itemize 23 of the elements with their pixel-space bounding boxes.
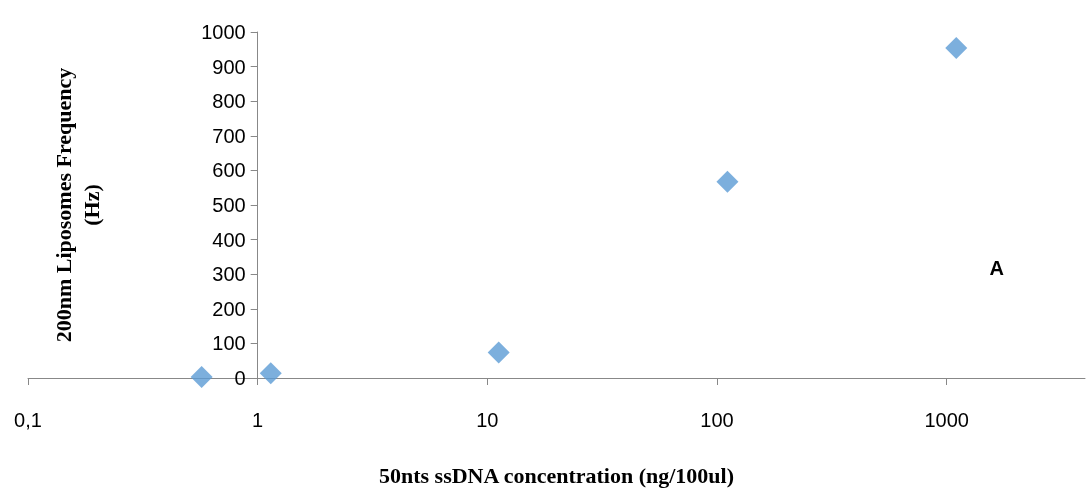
point — [487, 341, 510, 364]
y-axis-title: 200nm Liposomes Frequency (Hz) — [51, 67, 105, 343]
point — [259, 362, 282, 385]
x-tick-label: 10 — [476, 409, 499, 431]
point — [945, 36, 968, 59]
x-tick-label: 0,1 — [14, 409, 42, 431]
y-tick-label: 300 — [212, 263, 246, 286]
y-tick-label: 800 — [212, 90, 246, 113]
y-tick-label: 700 — [212, 124, 246, 147]
y-tick-label: 900 — [212, 55, 246, 78]
y-tick-label: 100 — [212, 332, 246, 355]
y-tick-label: 1000 — [201, 21, 246, 43]
y-tick-label: 0 — [234, 367, 246, 389]
annotation: A — [989, 257, 1005, 279]
y-tick-label: 600 — [212, 159, 246, 182]
y-tick-label: 500 — [212, 194, 246, 216]
point — [716, 170, 739, 193]
y-tick-label: 400 — [212, 228, 246, 251]
x-tick-label: 1 — [252, 409, 264, 431]
x-tick-label: 1000 — [924, 409, 969, 431]
x-tick-label: 100 — [700, 409, 734, 431]
y-tick-label: 200 — [212, 297, 246, 320]
x-axis-title: 50nts ssDNA concentration (ng/100ul) — [378, 462, 735, 488]
